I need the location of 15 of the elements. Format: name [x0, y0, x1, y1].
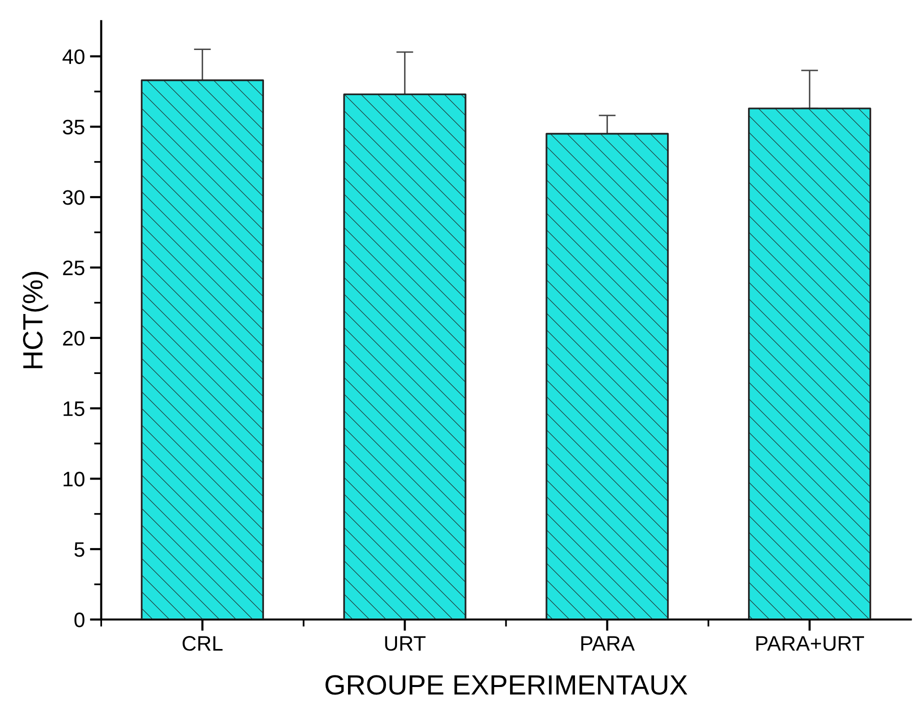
y-tick-label: 20: [63, 330, 84, 346]
x-axis-title: GROUPE EXPERIMENTAUX: [326, 675, 688, 695]
x-tick-label: CRL: [182, 636, 223, 651]
x-tick-label: URT: [385, 636, 426, 651]
y-tick-label: 15: [64, 402, 84, 416]
y-tick-label: 35: [62, 120, 84, 134]
y-tick-label: 0: [74, 612, 84, 628]
x-tick-label: PARA: [581, 636, 635, 651]
y-tick-label: 40: [62, 49, 84, 64]
y-axis-title: HCT(%): [22, 272, 48, 368]
y-tick-label: 25: [63, 260, 84, 276]
y-tick-label: 10: [64, 472, 84, 486]
y-tick-label: 30: [62, 190, 84, 205]
y-tick-label: 5: [74, 542, 84, 557]
x-tick-label: PARA+URT: [756, 636, 864, 651]
